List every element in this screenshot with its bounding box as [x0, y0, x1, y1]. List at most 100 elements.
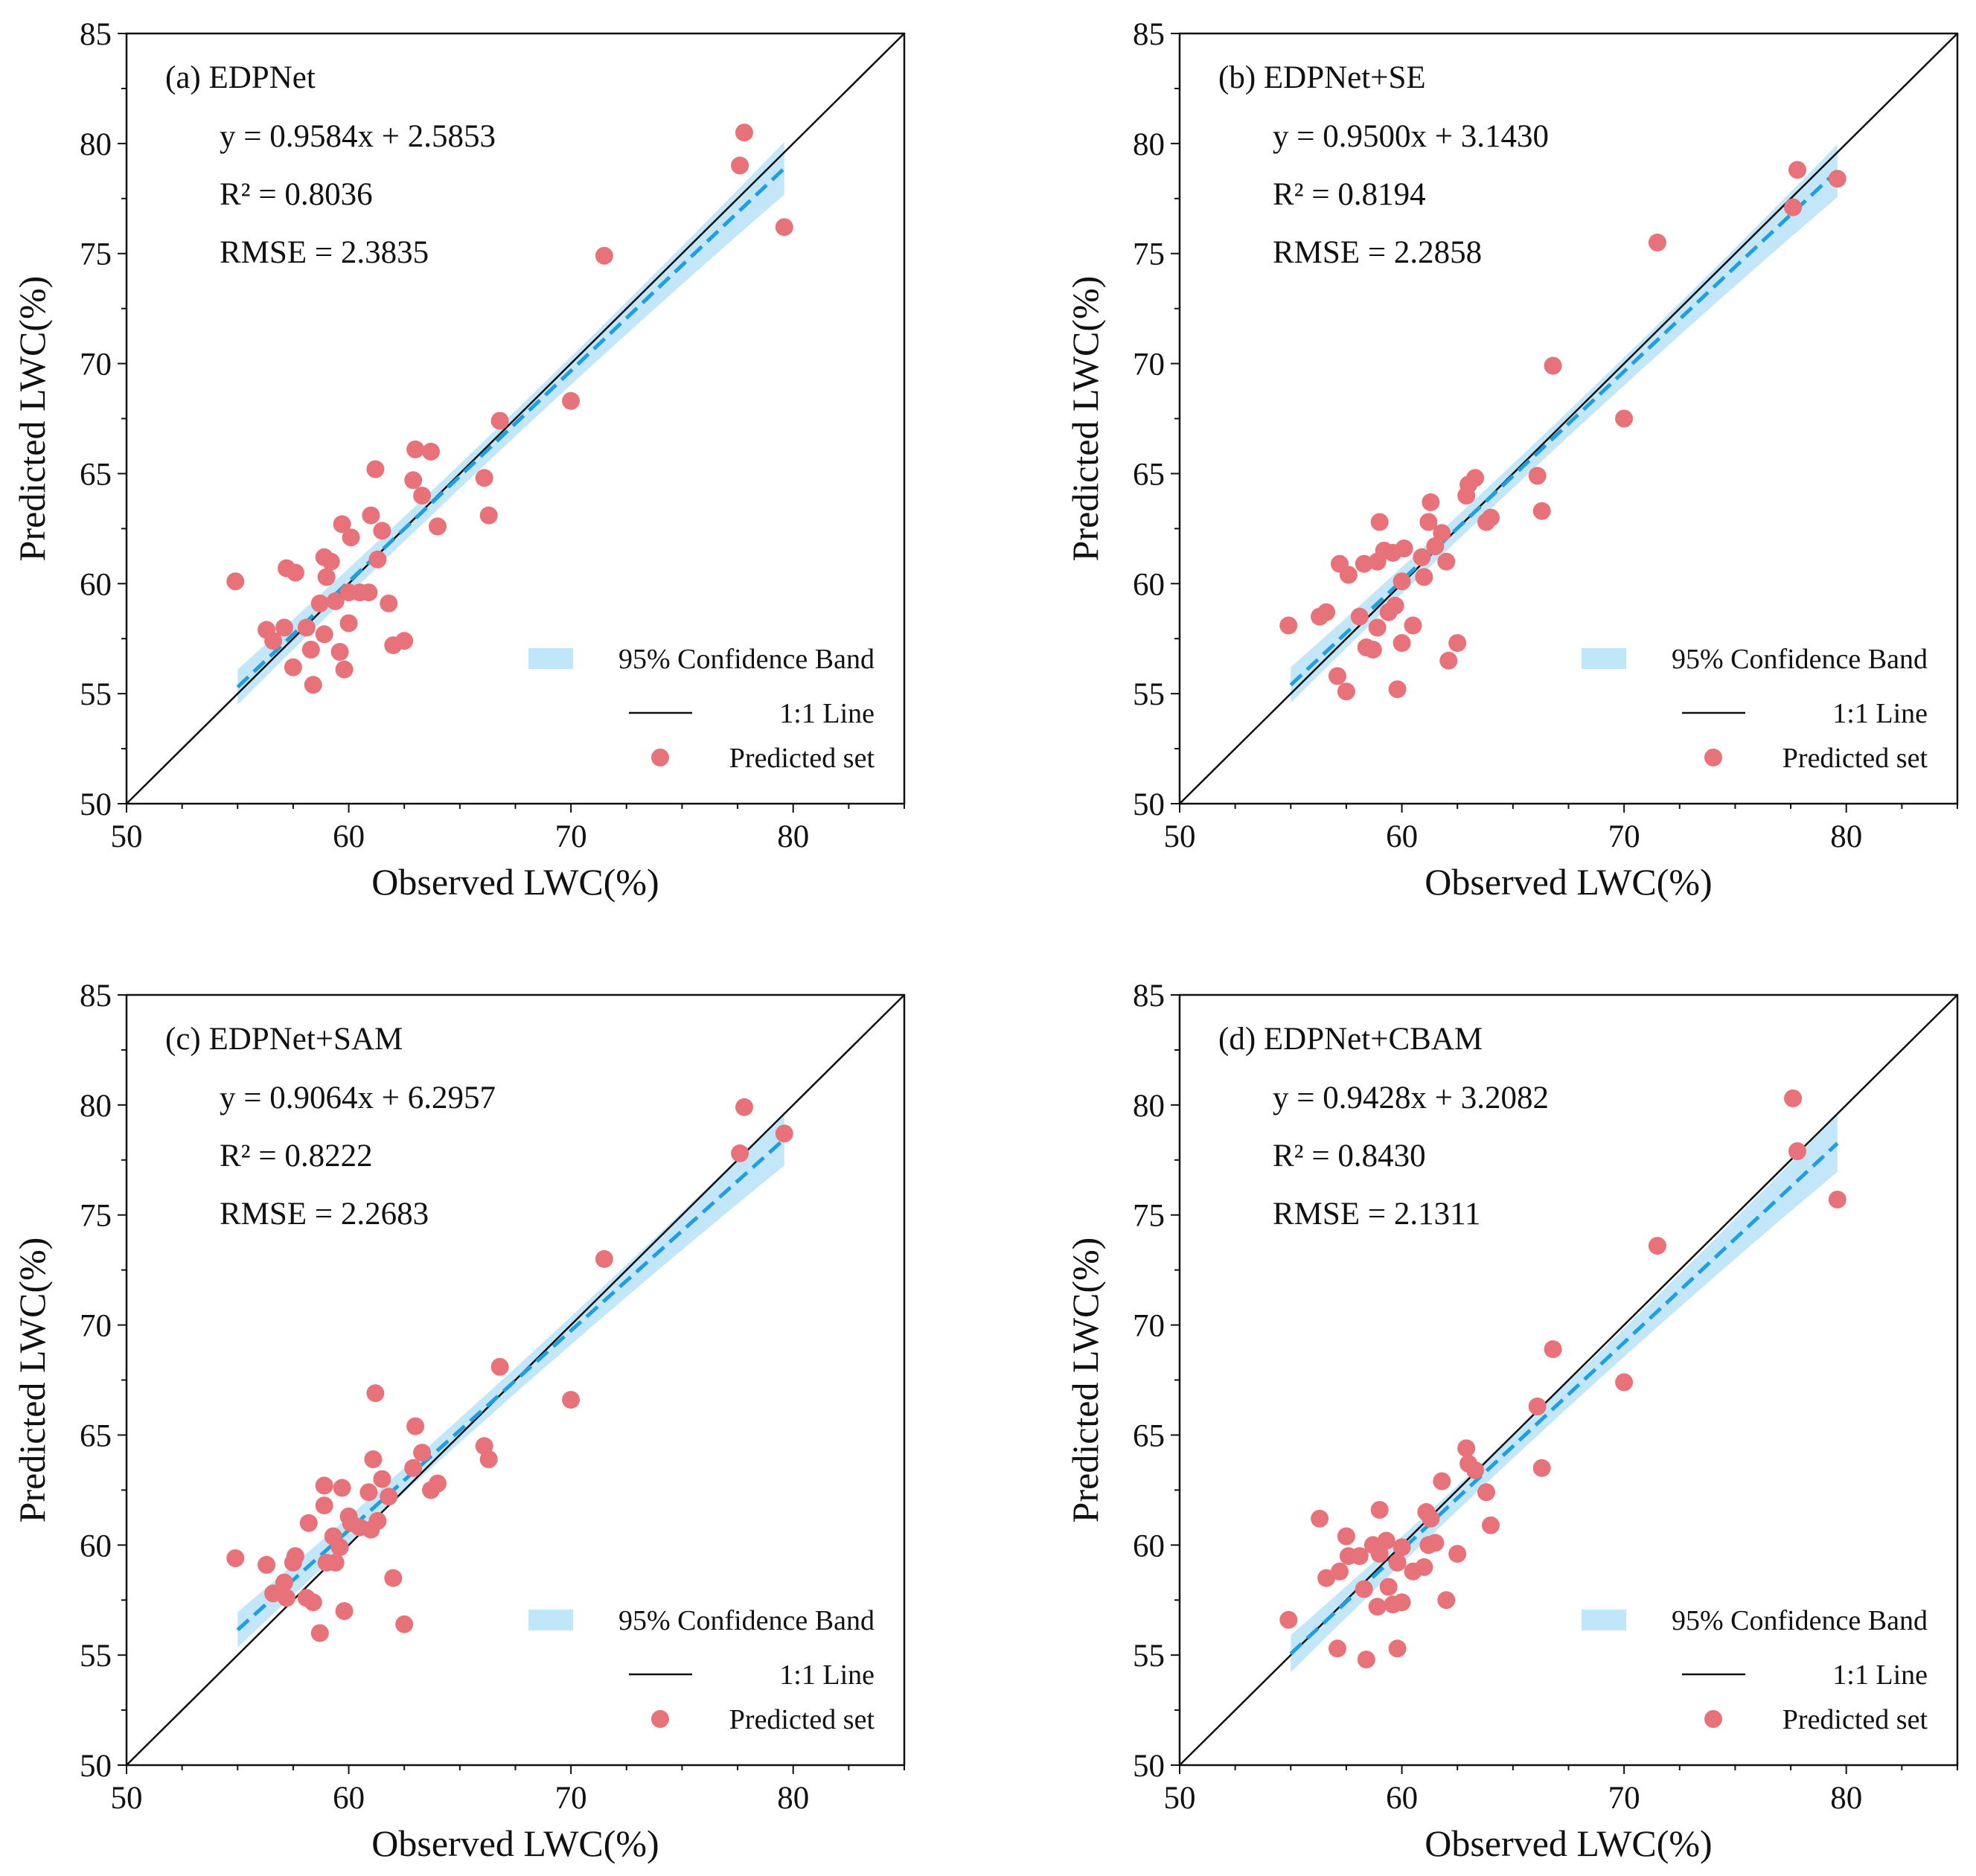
- data-point-d-19: [1393, 1593, 1411, 1612]
- y-tick-label-a: 65: [80, 457, 112, 492]
- legend-c: 95% Confidence Band 1:1 Line Predicted s…: [528, 1605, 875, 1735]
- data-point-b-38: [1532, 502, 1551, 520]
- data-point-c-37: [479, 1450, 498, 1468]
- data-point-d-41: [1788, 1142, 1806, 1160]
- data-point-b-12: [1370, 513, 1389, 531]
- data-point-b-11: [1368, 618, 1387, 637]
- data-point-c-1: [258, 1555, 276, 1574]
- legend-points-label-c: Predicted set: [729, 1704, 875, 1735]
- data-point-c-16: [330, 1538, 349, 1557]
- data-point-c-10: [310, 1624, 329, 1642]
- annotations-b: (b) EDPNet+SE y = 0.9500x + 3.1430 R² = …: [1218, 60, 1549, 270]
- y-tick-label-a: 80: [80, 127, 112, 162]
- panel-c: 50 60 70 80 50 55 60 65 70 75 80 85 (c) EDPNet+SAM …: [11, 979, 906, 1864]
- y-tick-label-d: 55: [1133, 1639, 1165, 1674]
- data-point-b-5: [1337, 682, 1355, 701]
- data-point-d-9: [1357, 1651, 1375, 1669]
- lines-b: [1179, 33, 1958, 804]
- data-point-a-17: [333, 515, 351, 534]
- data-point-d-40: [1784, 1089, 1803, 1107]
- data-point-c-42: [735, 1098, 753, 1116]
- y-tick-label-b: 85: [1133, 17, 1165, 52]
- data-point-c-40: [595, 1249, 613, 1268]
- data-point-b-17: [1386, 596, 1404, 615]
- y-tick-label-b: 65: [1133, 457, 1165, 492]
- legend-points-label-d: Predicted set: [1782, 1704, 1928, 1735]
- legend-a: 95% Confidence Band 1:1 Line Predicted s…: [528, 644, 875, 774]
- data-point-c-27: [373, 1470, 391, 1488]
- scatter-points-b: [1279, 161, 1846, 701]
- data-point-b-8: [1355, 554, 1373, 573]
- lines-d: [1179, 994, 1958, 1766]
- data-point-a-41: [731, 156, 749, 175]
- data-point-c-15: [326, 1553, 345, 1572]
- data-point-b-25: [1419, 513, 1438, 531]
- y-tick-label-c: 65: [80, 1418, 112, 1453]
- y-tick-label-a: 75: [80, 237, 112, 272]
- rmse-b: RMSE = 2.2858: [1273, 235, 1482, 270]
- data-point-c-28: [380, 1488, 398, 1506]
- y-tick-label-b: 55: [1133, 677, 1165, 712]
- y-tick-label-d: 60: [1133, 1528, 1165, 1563]
- y-tick-label-a: 50: [80, 787, 112, 822]
- data-point-a-16: [330, 643, 349, 661]
- data-point-c-18: [335, 1602, 354, 1620]
- panel-title-b: (b) EDPNet+SE: [1218, 60, 1426, 95]
- y-tick-label-a: 60: [80, 567, 112, 602]
- data-point-d-15: [1379, 1578, 1398, 1596]
- data-point-a-42: [735, 124, 753, 142]
- data-point-a-30: [395, 632, 414, 650]
- data-point-d-17: [1388, 1553, 1407, 1572]
- data-point-b-24: [1415, 568, 1433, 586]
- rmse-d: RMSE = 2.1311: [1273, 1197, 1481, 1232]
- data-point-b-20: [1393, 572, 1411, 591]
- legend-band-label-c: 95% Confidence Band: [618, 1605, 875, 1636]
- one-to-one-line-b: [1179, 33, 1958, 804]
- y-tick-label-c: 60: [80, 1528, 112, 1563]
- data-point-b-26: [1422, 493, 1440, 511]
- legend-points-swatch-b: [1704, 749, 1722, 766]
- data-point-d-13: [1370, 1545, 1389, 1563]
- scatter-points-d: [1279, 1089, 1846, 1669]
- x-tick-label-a: 80: [777, 819, 809, 854]
- equation-c: y = 0.9064x + 6.2957: [220, 1081, 496, 1115]
- data-point-c-25: [366, 1384, 385, 1403]
- data-point-c-32: [406, 1417, 425, 1435]
- data-point-a-2: [264, 632, 283, 650]
- x-tick-label-b: 50: [1164, 819, 1196, 854]
- data-point-a-20: [339, 614, 358, 633]
- x-tick-label-d: 50: [1164, 1781, 1196, 1816]
- lines-c: [126, 994, 905, 1766]
- x-tick-label-d: 70: [1608, 1781, 1640, 1816]
- data-point-b-22: [1404, 616, 1422, 635]
- y-tick-label-b: 70: [1133, 348, 1165, 382]
- data-point-a-14: [322, 552, 340, 571]
- legend-band-label-a: 95% Confidence Band: [618, 644, 875, 675]
- x-axis-label-a: Observed LWC(%): [371, 861, 659, 903]
- legend-line-label-b: 1:1 Line: [1832, 698, 1928, 729]
- data-point-a-36: [475, 469, 493, 487]
- y-tick-label-c: 70: [80, 1309, 112, 1344]
- data-point-d-20: [1393, 1538, 1411, 1557]
- x-axis-label-d: Observed LWC(%): [1425, 1822, 1712, 1864]
- data-point-b-42: [1784, 198, 1803, 217]
- data-point-b-43: [1788, 161, 1806, 179]
- panel-title-c: (c) EDPNet+SAM: [165, 1022, 403, 1057]
- data-point-b-40: [1615, 409, 1634, 428]
- legend-band-swatch-c: [528, 1610, 573, 1630]
- legend-points-swatch-d: [1704, 1710, 1722, 1728]
- data-point-d-32: [1466, 1461, 1485, 1479]
- legend-points-swatch-a: [651, 749, 669, 766]
- data-point-a-10: [310, 594, 329, 612]
- data-point-c-30: [395, 1615, 414, 1633]
- y-tick-label-c: 85: [80, 979, 112, 1014]
- data-point-c-39: [562, 1391, 581, 1409]
- data-point-b-30: [1439, 651, 1458, 670]
- data-point-a-21: [342, 528, 360, 547]
- legend-line-label-c: 1:1 Line: [779, 1659, 875, 1691]
- legend-band-swatch-b: [1582, 648, 1626, 669]
- data-point-c-31: [404, 1459, 423, 1477]
- data-point-d-36: [1532, 1459, 1551, 1477]
- y-tick-label-c: 55: [80, 1639, 112, 1674]
